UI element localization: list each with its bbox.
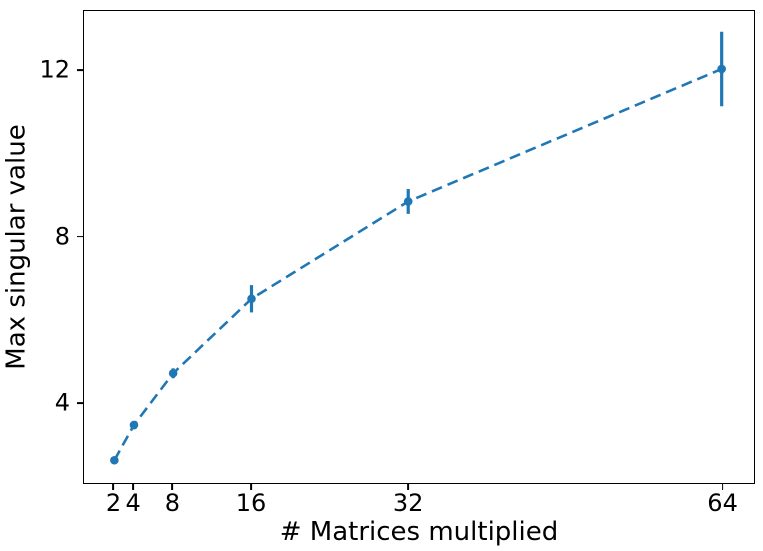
data-point-marker: [129, 420, 139, 430]
x-tick-label: 8: [164, 489, 181, 517]
x-tick-mark: [250, 484, 252, 490]
x-tick-label: 64: [707, 489, 738, 517]
data-point-marker: [110, 455, 119, 465]
x-tick-mark: [112, 484, 115, 490]
series-line: [113, 67, 723, 461]
x-axis-label: # Matrices multiplied: [279, 517, 559, 547]
plot-area: [83, 10, 755, 484]
data-point-marker: [247, 294, 256, 304]
y-tick-label: 8: [54, 222, 70, 251]
x-tick-mark: [407, 484, 410, 490]
data-point-marker: [403, 197, 413, 206]
y-tick-mark: [77, 235, 83, 238]
y-tick-mark: [77, 69, 83, 72]
plot-canvas: [110, 31, 726, 465]
x-tick-label: 32: [392, 489, 424, 517]
data-point-marker: [168, 368, 178, 378]
x-tick-label: 16: [235, 489, 267, 517]
y-tick-mark: [77, 402, 83, 404]
y-tick-label: 12: [39, 55, 70, 84]
x-tick-label: 2: [105, 489, 122, 517]
x-tick-mark: [721, 484, 724, 490]
data-point-marker: [717, 64, 726, 74]
x-tick-label: 4: [125, 489, 141, 517]
x-tick-mark: [171, 484, 174, 490]
y-tick-label: 4: [54, 388, 70, 417]
x-tick-mark: [132, 484, 134, 490]
